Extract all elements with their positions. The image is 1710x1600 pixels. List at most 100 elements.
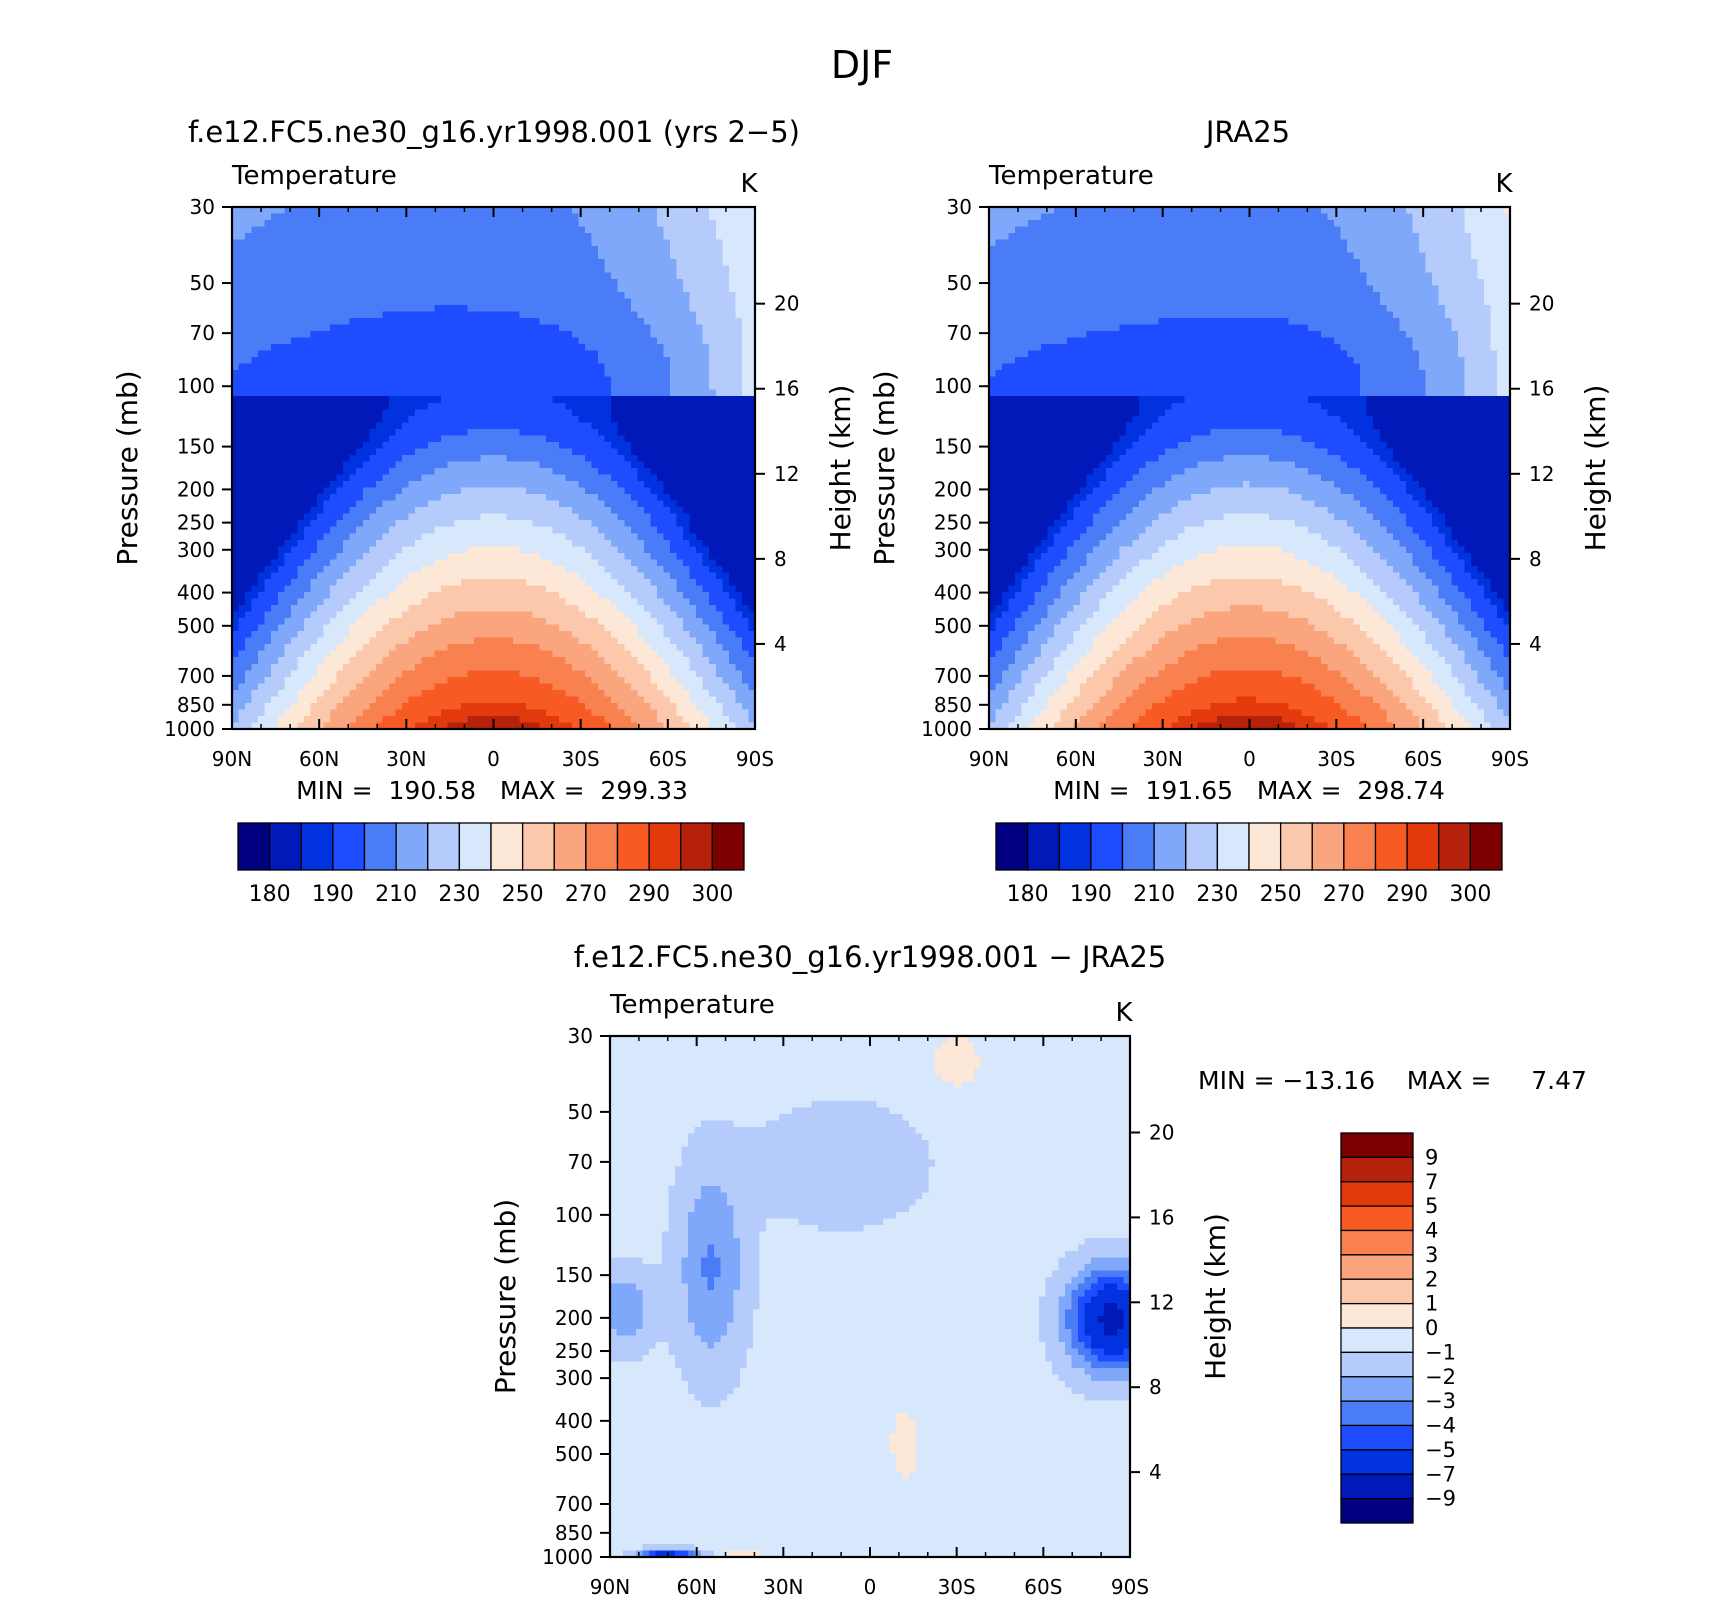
colorbar-label: −1 — [1425, 1340, 1456, 1364]
y-tick-label: 1000 — [921, 717, 972, 741]
colorbar-label: 0 — [1425, 1316, 1438, 1340]
y-right-axis-title-obs: Height (km) — [1579, 385, 1612, 552]
y-tick-label: 100 — [177, 374, 215, 398]
colorbar-box — [1154, 823, 1186, 870]
x-tick-label: 0 — [864, 1575, 877, 1599]
x-tick-label: 60S — [1024, 1575, 1062, 1599]
x-tick-label: 60N — [676, 1575, 716, 1599]
colorbar-box — [1341, 1157, 1413, 1181]
y-tick-label: 70 — [568, 1150, 593, 1174]
y-right-tick-label: 4 — [1149, 1460, 1162, 1484]
contour-field-obs — [989, 207, 1511, 730]
y-right-tick-label: 12 — [1149, 1290, 1174, 1314]
units-label-obs: K — [1495, 169, 1513, 199]
y-tick-label: 300 — [555, 1366, 593, 1390]
y-tick-label: 100 — [555, 1203, 593, 1227]
colorbar-box — [1341, 1328, 1413, 1352]
y-right-axis-title-diff: Height (km) — [1199, 1213, 1232, 1380]
y-tick-label: 70 — [190, 321, 215, 345]
y-right-tick-label: 20 — [774, 292, 799, 316]
x-tick-label: 30S — [562, 747, 600, 771]
colorbar-box — [1123, 823, 1155, 870]
colorbar-box — [270, 823, 302, 870]
colorbar-box — [1341, 1450, 1413, 1474]
colorbar-label: 7 — [1425, 1170, 1438, 1194]
y-axis-title-obs: Pressure (mb) — [868, 370, 901, 565]
colorbar-label: −3 — [1425, 1389, 1456, 1413]
colorbar-box — [1341, 1255, 1413, 1279]
y-tick-label: 700 — [555, 1492, 593, 1516]
y-tick-label: 700 — [934, 664, 972, 688]
y-tick-label: 850 — [177, 693, 215, 717]
colorbar-label: 5 — [1425, 1194, 1438, 1218]
colorbar-box — [1186, 823, 1218, 870]
panel-title-model: f.e12.FC5.ne30_g16.yr1998.001 (yrs 2−5) — [188, 115, 800, 149]
y-tick-label: 200 — [555, 1306, 593, 1330]
colorbar-box — [1341, 1499, 1413, 1523]
colorbar-box — [396, 823, 428, 870]
panel-model: f.e12.FC5.ne30_g16.yr1998.001 (yrs 2−5)T… — [111, 115, 857, 907]
colorbar-box — [649, 823, 681, 870]
y-tick-label: 250 — [934, 511, 972, 535]
colorbar-box — [1249, 823, 1281, 870]
colorbar-box — [1407, 823, 1439, 870]
x-tick-label: 90S — [1111, 1575, 1149, 1599]
colorbar-box — [1312, 823, 1344, 870]
colorbar-box — [1341, 1377, 1413, 1401]
colorbar-box — [1059, 823, 1091, 870]
y-tick-label: 1000 — [542, 1545, 593, 1569]
y-tick-label: 30 — [947, 195, 972, 219]
x-tick-label: 0 — [487, 747, 500, 771]
colorbar-label: −9 — [1425, 1487, 1456, 1511]
x-tick-label: 90S — [1491, 747, 1529, 771]
colorbar-label: 250 — [1260, 882, 1302, 907]
colorbar-box — [301, 823, 333, 870]
colorbar-box — [1028, 823, 1060, 870]
colorbar-box — [586, 823, 618, 870]
y-right-tick-label: 16 — [1529, 377, 1554, 401]
colorbar-box — [1281, 823, 1313, 870]
x-tick-label: 60S — [649, 747, 687, 771]
colorbar-label: 1 — [1425, 1292, 1438, 1316]
colorbar-label: 230 — [438, 882, 480, 907]
min-max-diff: MIN = −13.16 MAX = 7.47 — [1198, 1066, 1587, 1095]
colorbar-box — [681, 823, 713, 870]
y-tick-label: 250 — [177, 511, 215, 535]
y-tick-label: 400 — [177, 581, 215, 605]
y-tick-label: 300 — [177, 538, 215, 562]
y-tick-label: 70 — [947, 321, 972, 345]
colorbar-box — [1341, 1133, 1413, 1157]
y-tick-label: 150 — [934, 435, 972, 459]
colorbar-label: 270 — [1323, 882, 1365, 907]
colorbar-box — [238, 823, 270, 870]
y-tick-label: 50 — [947, 271, 972, 295]
y-axis-title-diff: Pressure (mb) — [489, 1199, 522, 1394]
y-tick-label: 850 — [934, 693, 972, 717]
x-tick-label: 90N — [212, 747, 252, 771]
page-title: DJF — [831, 43, 893, 87]
y-tick-label: 500 — [934, 614, 972, 638]
units-label-model: K — [740, 169, 758, 199]
colorbar-label: 300 — [691, 882, 733, 907]
colorbar-label: 270 — [565, 882, 607, 907]
y-right-axis-title-model: Height (km) — [824, 385, 857, 552]
colorbar-label: 190 — [1070, 882, 1112, 907]
y-tick-label: 250 — [555, 1339, 593, 1363]
y-tick-label: 30 — [190, 195, 215, 219]
x-tick-label: 60N — [299, 747, 339, 771]
x-tick-label: 0 — [1243, 747, 1256, 771]
y-tick-label: 300 — [934, 538, 972, 562]
colorbar-label: 290 — [628, 882, 670, 907]
colorbar-box — [428, 823, 460, 870]
colorbar-label: 210 — [375, 882, 417, 907]
x-tick-label: 90N — [590, 1575, 630, 1599]
y-tick-label: 50 — [190, 271, 215, 295]
variable-label-obs: Temperature — [988, 161, 1154, 191]
colorbar-box — [1091, 823, 1123, 870]
y-tick-label: 500 — [177, 614, 215, 638]
colorbar-label: 290 — [1386, 882, 1428, 907]
y-tick-label: 1000 — [164, 717, 215, 741]
